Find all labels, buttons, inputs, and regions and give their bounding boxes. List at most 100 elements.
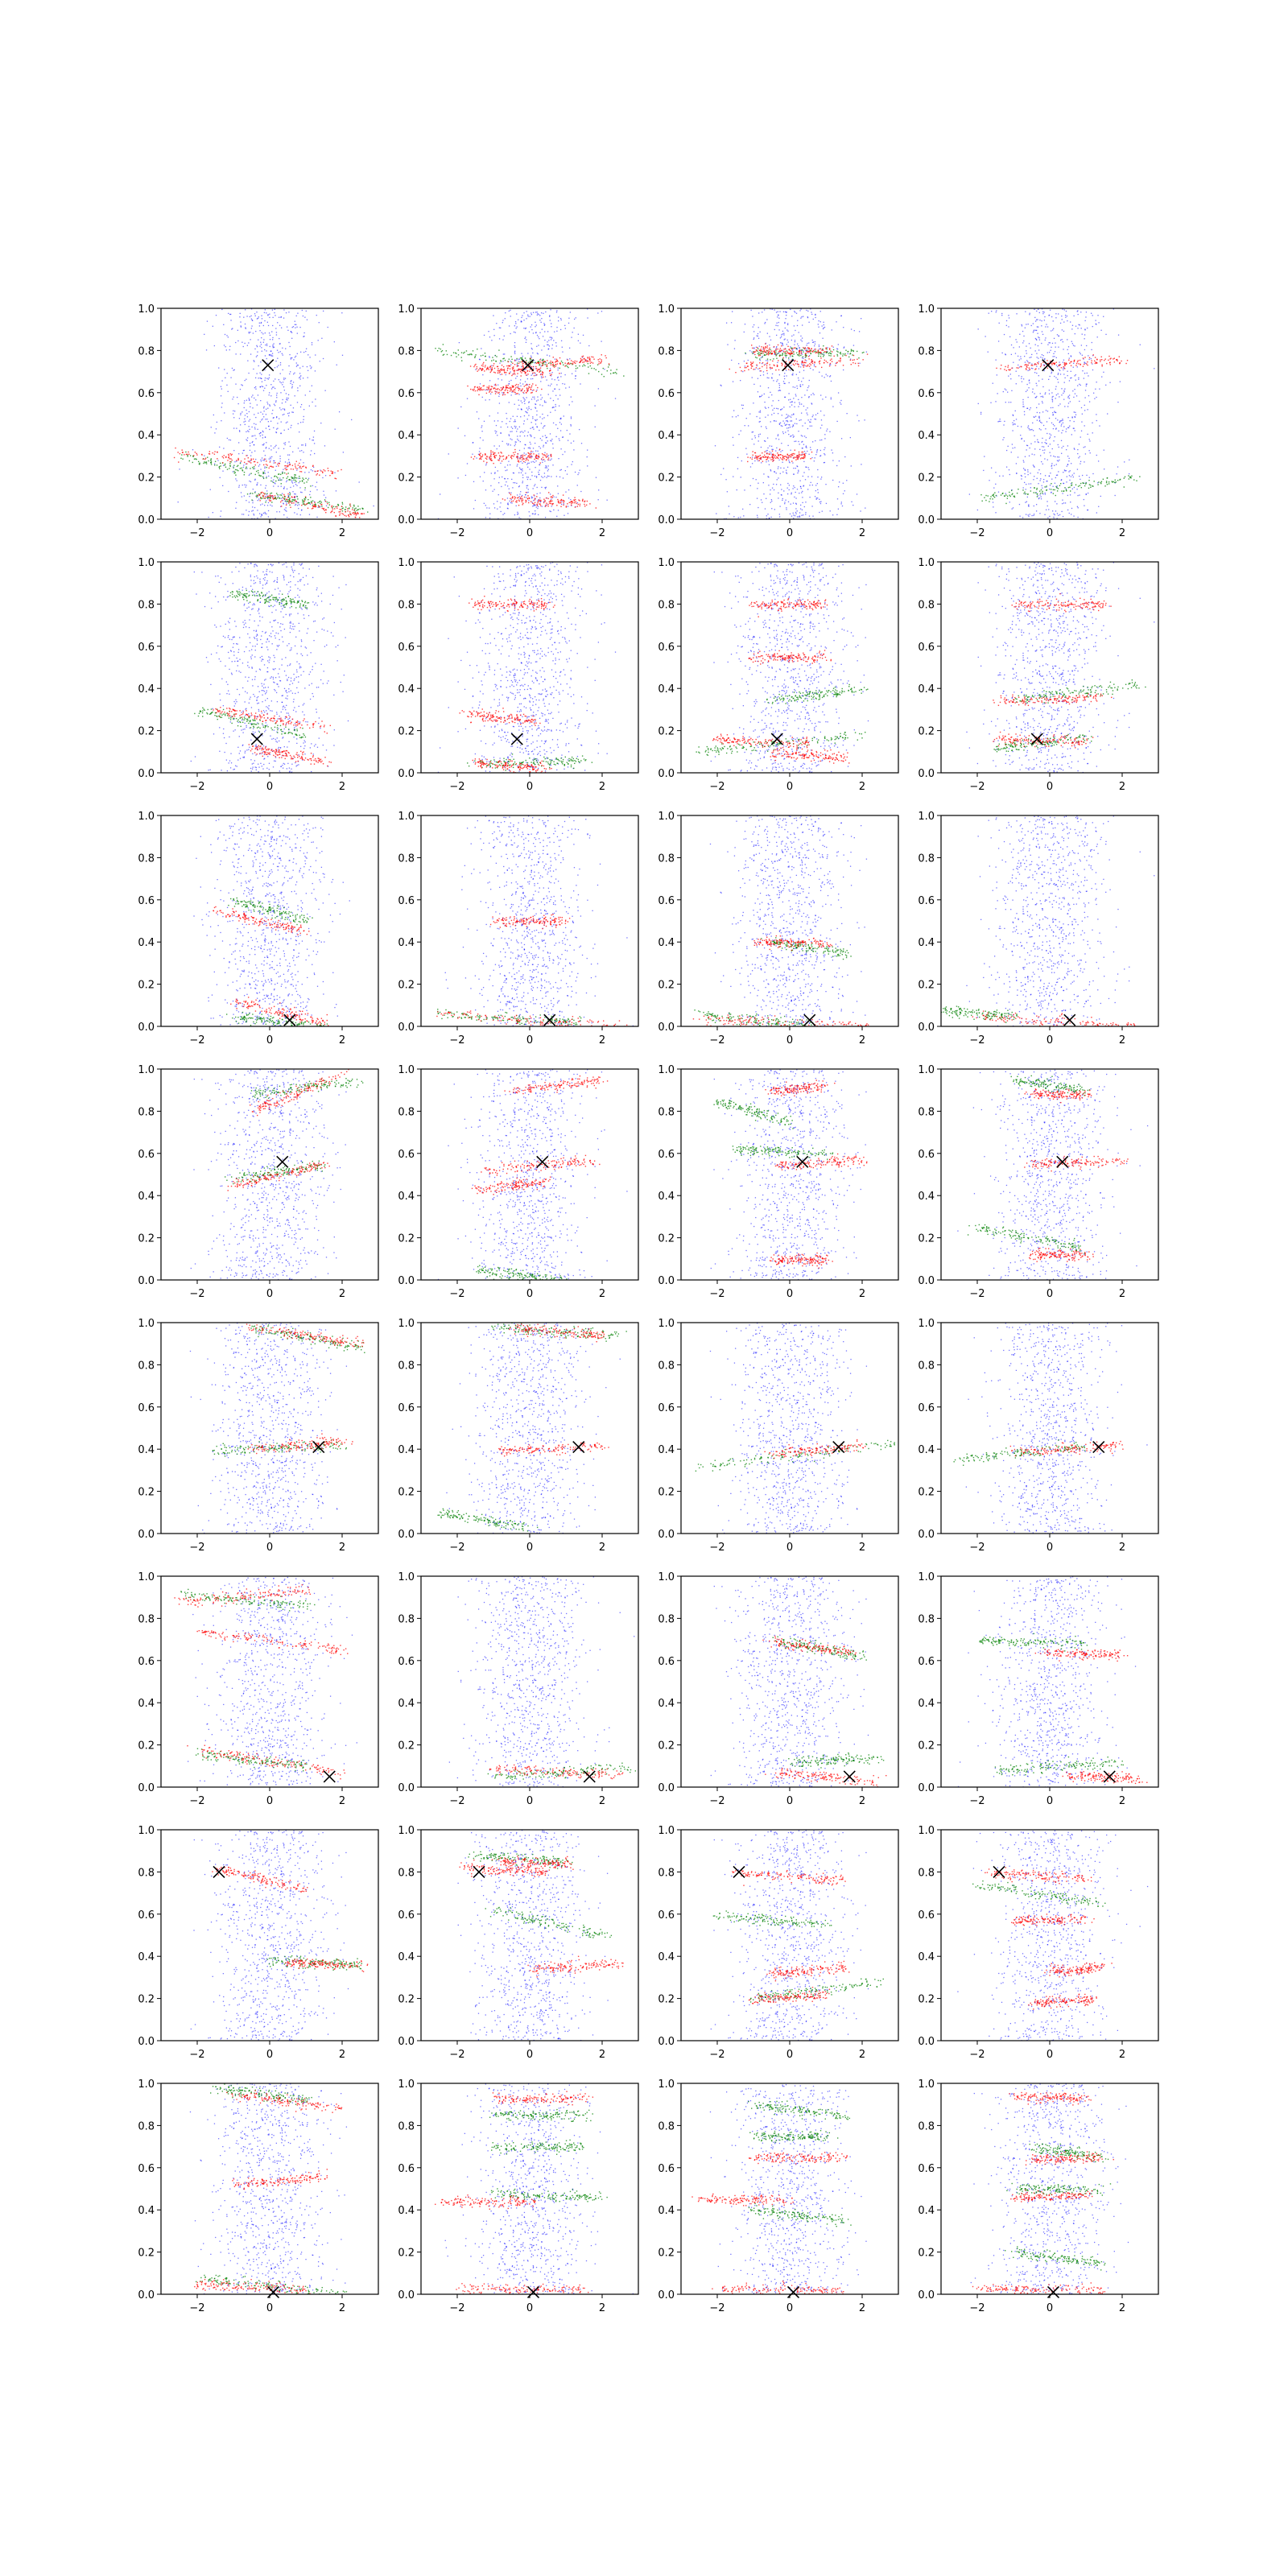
red-point <box>572 502 574 504</box>
blue-point <box>791 358 793 361</box>
red-point <box>799 350 801 353</box>
blue-point <box>568 386 570 388</box>
blue-point <box>576 502 579 504</box>
red-point <box>484 370 485 372</box>
red-point <box>490 388 492 390</box>
blue-point <box>544 425 546 427</box>
blue-point <box>502 353 505 355</box>
blue-point <box>520 416 522 418</box>
blue-point <box>534 437 535 439</box>
red-point <box>530 365 532 368</box>
blue-point <box>805 452 807 454</box>
blue-point <box>1061 339 1063 341</box>
blue-point <box>758 434 760 436</box>
blue-point <box>479 383 481 385</box>
red-point <box>520 457 522 459</box>
blue-point <box>826 350 828 353</box>
blue-point <box>1117 334 1120 336</box>
red-point <box>489 371 491 374</box>
blue-point <box>1023 414 1026 415</box>
green-point <box>192 461 193 464</box>
red-point <box>512 500 514 502</box>
blue-point <box>821 510 823 512</box>
red-point <box>536 361 539 364</box>
blue-point <box>508 434 510 436</box>
blue-point <box>537 514 539 516</box>
red-point <box>528 452 530 455</box>
red-point <box>495 388 497 390</box>
green-point <box>782 353 783 355</box>
blue-point <box>1084 362 1086 364</box>
green-point <box>311 502 312 503</box>
blue-point <box>748 425 749 427</box>
blue-point <box>272 417 275 419</box>
blue-point <box>809 421 811 423</box>
blue-point <box>536 314 539 316</box>
blue-point <box>268 475 270 477</box>
blue-point <box>521 409 522 411</box>
blue-point <box>284 442 287 444</box>
blue-point <box>268 458 270 460</box>
blue-point <box>223 324 225 325</box>
red-point <box>295 467 297 469</box>
blue-point <box>798 469 799 471</box>
blue-point <box>800 435 803 436</box>
blue-point <box>301 444 303 446</box>
red-point <box>592 362 594 364</box>
blue-point <box>254 491 256 493</box>
blue-point <box>525 328 526 329</box>
blue-point <box>812 515 814 517</box>
red-point <box>807 347 809 349</box>
green-point <box>354 511 357 513</box>
blue-point <box>784 321 786 324</box>
red-point <box>473 456 476 457</box>
blue-point <box>740 380 741 382</box>
blue-point <box>807 316 809 319</box>
red-point <box>539 505 542 506</box>
red-point <box>499 371 502 373</box>
blue-point <box>1055 411 1057 414</box>
red-point <box>325 509 327 510</box>
blue-point <box>1082 370 1084 372</box>
blue-point <box>1039 480 1041 481</box>
blue-point <box>807 467 809 469</box>
blue-point <box>262 341 264 343</box>
red-point <box>513 452 514 454</box>
blue-point <box>283 378 285 381</box>
red-point <box>259 493 261 496</box>
blue-point <box>531 427 533 428</box>
red-point <box>228 453 229 456</box>
red-point <box>499 456 502 457</box>
red-point <box>546 502 547 504</box>
green-point <box>229 464 231 466</box>
blue-point <box>238 486 240 488</box>
blue-point <box>270 458 271 460</box>
blue-point <box>235 507 237 509</box>
blue-point <box>1038 441 1039 444</box>
blue-point <box>754 437 756 439</box>
blue-point <box>222 485 224 487</box>
green-point <box>214 464 216 466</box>
blue-point <box>765 363 766 365</box>
red-point <box>506 387 508 389</box>
red-point <box>522 370 524 372</box>
red-point <box>525 384 526 386</box>
red-point <box>766 369 768 372</box>
red-point <box>793 351 795 353</box>
green-point <box>192 456 194 457</box>
blue-point <box>532 416 534 418</box>
red-point <box>515 393 518 394</box>
red-point <box>513 369 514 372</box>
red-point <box>317 505 320 506</box>
blue-point <box>837 392 840 394</box>
red-point <box>501 369 502 371</box>
blue-point <box>784 503 786 505</box>
blue-point <box>795 491 796 493</box>
blue-point <box>243 495 245 497</box>
blue-point <box>278 352 279 353</box>
blue-point <box>819 427 822 429</box>
red-point <box>478 394 480 396</box>
blue-point <box>770 516 772 518</box>
blue-point <box>502 339 504 341</box>
green-point <box>349 504 351 506</box>
